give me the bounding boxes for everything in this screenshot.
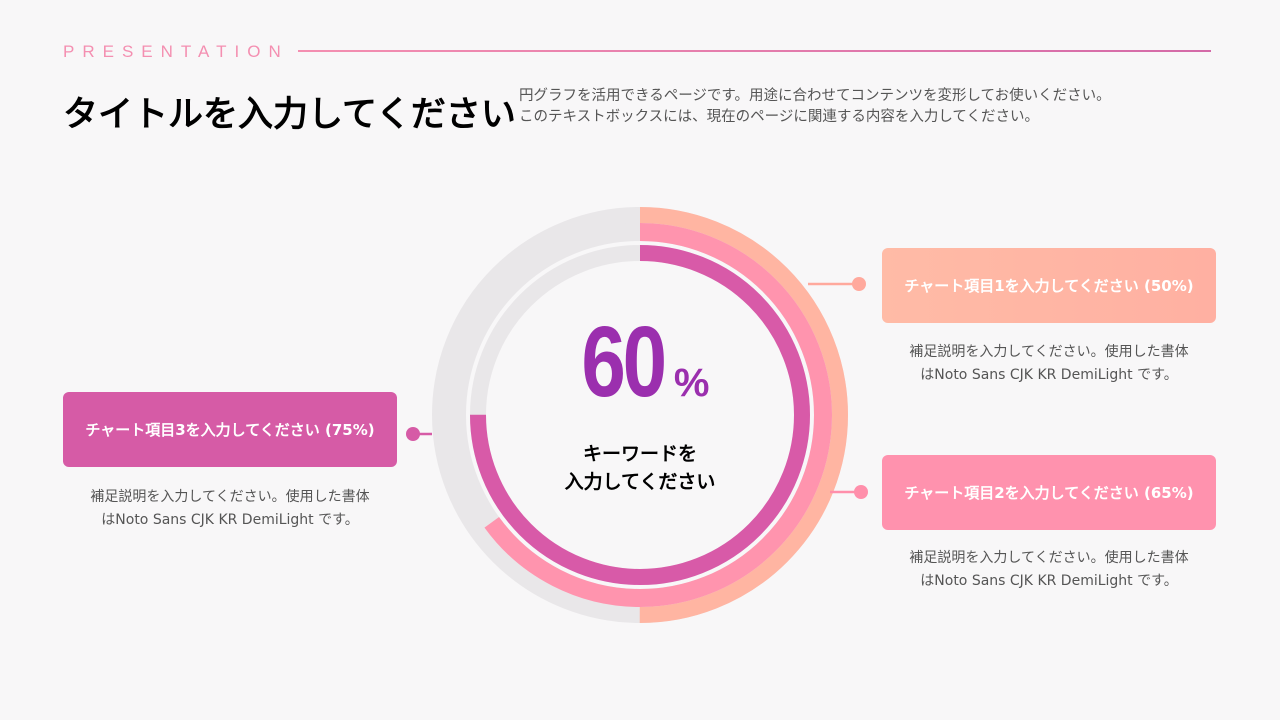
ring-arc-3 <box>470 245 810 585</box>
item-1-description: 補足説明を入力してください。使用した書体 はNoto Sans CJK KR D… <box>882 341 1216 387</box>
connector-dot-2 <box>854 485 868 499</box>
desc-line: はNoto Sans CJK KR DemiLight です。 <box>101 512 359 528</box>
page-title: タイトルを入力してください <box>63 95 516 135</box>
desc-line: はNoto Sans CJK KR DemiLight です。 <box>920 573 1178 589</box>
desc-line: 補足説明を入力してください。使用した書体 <box>909 550 1189 566</box>
connector-dot-3 <box>406 427 420 441</box>
connector-dot-1 <box>852 277 866 291</box>
desc-line: 補足説明を入力してください。使用した書体 <box>909 344 1189 360</box>
desc-line: はNoto Sans CJK KR DemiLight です。 <box>920 367 1178 383</box>
item-3-description: 補足説明を入力してください。使用した書体 はNoto Sans CJK KR D… <box>63 486 397 532</box>
center-number: 60 <box>580 306 667 418</box>
center-unit: % <box>673 361 710 405</box>
keyword-line: キーワードを <box>582 443 697 465</box>
item-1-label-box: チャート項目1を入力してください (50%) <box>882 248 1216 323</box>
item-3-label-box: チャート項目3を入力してください (75%) <box>63 392 397 467</box>
item-2-description: 補足説明を入力してください。使用した書体 はNoto Sans CJK KR D… <box>882 547 1216 593</box>
keyword-line: 入力してください <box>564 471 716 493</box>
subtitle-line: このテキストボックスには、現在のページに関連する内容を入力してください。 <box>519 109 1039 125</box>
header-divider <box>298 50 1211 52</box>
center-keyword: キーワードを 入力してください <box>520 440 760 496</box>
item-2-label-box: チャート項目2を入力してください (65%) <box>882 455 1216 530</box>
subtitle-line: 円グラフを活用できるページです。用途に合わせてコンテンツを変形してお使いください… <box>519 88 1111 104</box>
center-value: 60% <box>540 305 740 420</box>
eyebrow-label: PRESENTATION <box>63 42 289 61</box>
desc-line: 補足説明を入力してください。使用した書体 <box>90 489 370 505</box>
ring-arc-2 <box>448 223 832 607</box>
page-subtitle: 円グラフを活用できるページです。用途に合わせてコンテンツを変形してお使いください… <box>519 86 1111 128</box>
ring-arc-1 <box>432 207 848 623</box>
